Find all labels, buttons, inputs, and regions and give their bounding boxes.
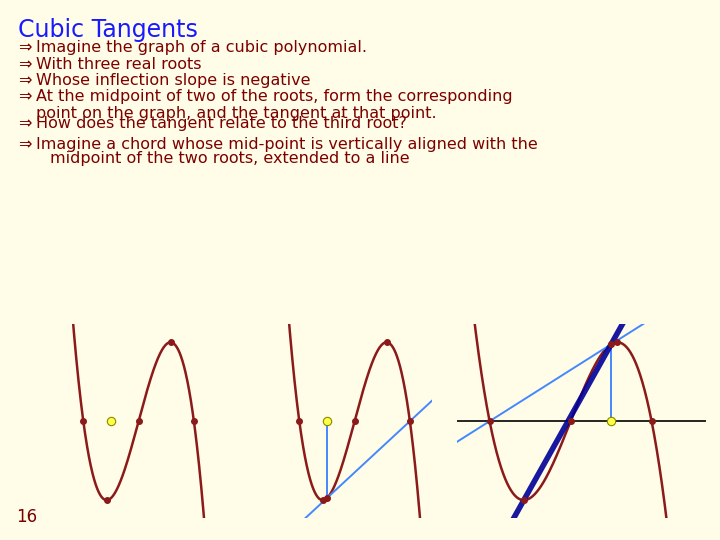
Text: With three real roots: With three real roots bbox=[36, 57, 202, 72]
Text: Imagine a chord whose mid-point is vertically aligned with the: Imagine a chord whose mid-point is verti… bbox=[36, 137, 538, 152]
Text: ⇒: ⇒ bbox=[18, 89, 32, 104]
Text: ⇒: ⇒ bbox=[18, 137, 32, 152]
Text: ⇒: ⇒ bbox=[18, 57, 32, 72]
Text: Imagine the graph of a cubic polynomial.: Imagine the graph of a cubic polynomial. bbox=[36, 40, 367, 55]
Text: ⇒: ⇒ bbox=[18, 40, 32, 55]
Text: ⇒: ⇒ bbox=[18, 73, 32, 88]
Text: 16: 16 bbox=[16, 508, 37, 526]
Text: ⇒: ⇒ bbox=[18, 116, 32, 131]
Text: How does the tangent relate to the third root?: How does the tangent relate to the third… bbox=[36, 116, 407, 131]
Text: Cubic Tangents: Cubic Tangents bbox=[18, 18, 198, 42]
Text: At the midpoint of two of the roots, form the corresponding
point on the graph, : At the midpoint of two of the roots, for… bbox=[36, 89, 513, 122]
Text: midpoint of the two roots, extended to a line: midpoint of the two roots, extended to a… bbox=[50, 151, 410, 166]
Text: Whose inflection slope is negative: Whose inflection slope is negative bbox=[36, 73, 310, 88]
